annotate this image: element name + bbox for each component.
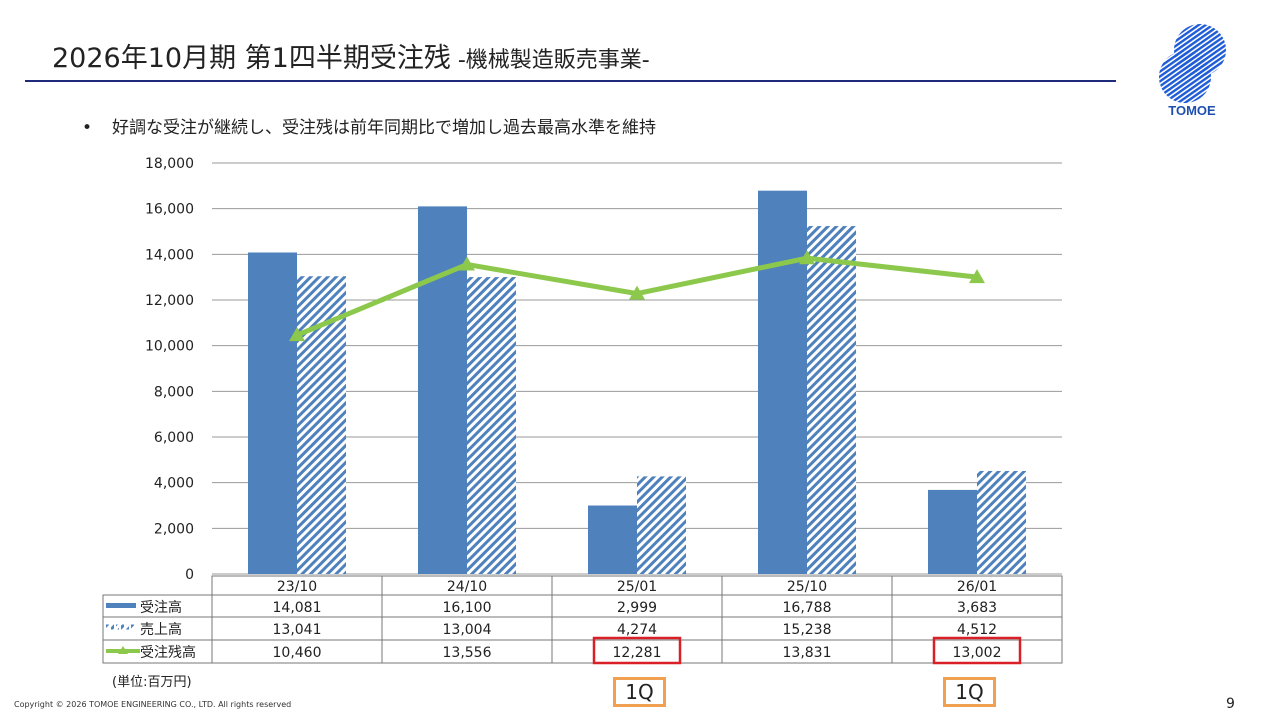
- data-label: 16,100: [443, 600, 492, 616]
- logo-mark-icon: TOMOE: [1159, 24, 1226, 118]
- q1-label-26-01: 1Q: [943, 677, 996, 707]
- category-label: 23/10: [277, 579, 317, 595]
- data-label: 15,238: [783, 622, 832, 638]
- tomoe-logo: TOMOE: [1145, 22, 1240, 122]
- data-label: 13,004: [443, 622, 492, 638]
- y-tick-label: 2,000: [154, 521, 194, 537]
- bar-orders: [248, 252, 297, 574]
- y-tick-label: 10,000: [145, 339, 194, 355]
- data-label: 14,081: [273, 600, 322, 616]
- title-sub: -機械製造販売事業-: [450, 48, 650, 73]
- legend-label: 受注残高: [140, 644, 196, 661]
- backlog-marker: [969, 269, 985, 284]
- bar-orders: [418, 206, 467, 574]
- backlog-marker: [629, 285, 645, 300]
- backlog-marker: [459, 256, 475, 271]
- data-label: 13,002: [953, 645, 1002, 661]
- y-tick-label: 8,000: [154, 384, 194, 400]
- data-label: 10,460: [273, 645, 322, 661]
- category-label: 26/01: [957, 579, 997, 595]
- data-label: 13,041: [273, 622, 322, 638]
- legend-key-backlog-marker: [118, 646, 128, 654]
- title-main: 2026年10月期 第1四半期受注残: [52, 43, 451, 74]
- data-label: 13,556: [443, 645, 492, 661]
- y-tick-label: 4,000: [154, 476, 194, 492]
- data-label: 3,683: [957, 600, 997, 616]
- y-tick-label: 0: [185, 567, 194, 583]
- highlight-box: [592, 636, 682, 665]
- data-label: 2,999: [617, 600, 657, 616]
- data-label: 16,788: [783, 600, 832, 616]
- title-rule: [25, 80, 1116, 82]
- highlight-box: [932, 636, 1022, 665]
- bar-orders: [928, 489, 977, 574]
- y-tick-label: 18,000: [145, 156, 194, 172]
- logo-text: TOMOE: [1168, 103, 1216, 118]
- data-label: 13,831: [783, 645, 832, 661]
- bullet-text: 好調な受注が継続し、受注残は前年同期比で増加し過去最高水準を維持: [112, 118, 656, 138]
- copyright: Copyright © 2026 TOMOE ENGINEERING CO., …: [14, 700, 292, 709]
- legend-label: 受注高: [140, 599, 182, 616]
- unit-note: (単位:百万円): [112, 675, 192, 690]
- bar-sales: [297, 276, 346, 574]
- bar-sales: [977, 470, 1026, 574]
- backlog-marker: [799, 250, 815, 265]
- category-label: 25/01: [617, 579, 657, 595]
- bullet-marker: •: [82, 118, 93, 138]
- legend-key-orders: [106, 603, 136, 608]
- data-label: 4,274: [617, 622, 657, 638]
- y-tick-label: 16,000: [145, 202, 194, 218]
- category-label: 25/10: [787, 579, 827, 595]
- bar-sales: [467, 277, 516, 574]
- y-tick-label: 6,000: [154, 430, 194, 446]
- y-tick-label: 12,000: [145, 293, 194, 309]
- backlog-marker: [289, 327, 305, 342]
- table-border: [102, 594, 1063, 664]
- bar-sales: [637, 476, 686, 574]
- q1-label-25-01: 1Q: [613, 677, 666, 707]
- page-number: 9: [1226, 696, 1235, 712]
- category-label: 24/10: [447, 579, 487, 595]
- bar-orders: [588, 505, 637, 574]
- y-tick-label: 14,000: [145, 247, 194, 263]
- page-title: 2026年10月期 第1四半期受注残 -機械製造販売事業-: [52, 36, 650, 75]
- bar-orders: [758, 190, 807, 574]
- bar-sales: [807, 226, 856, 574]
- legend-label: 売上高: [140, 621, 182, 638]
- summary-bullet: • 好調な受注が継続し、受注残は前年同期比で増加し過去最高水準を維持: [82, 113, 656, 138]
- data-label: 12,281: [613, 645, 662, 661]
- data-label: 4,512: [957, 622, 997, 638]
